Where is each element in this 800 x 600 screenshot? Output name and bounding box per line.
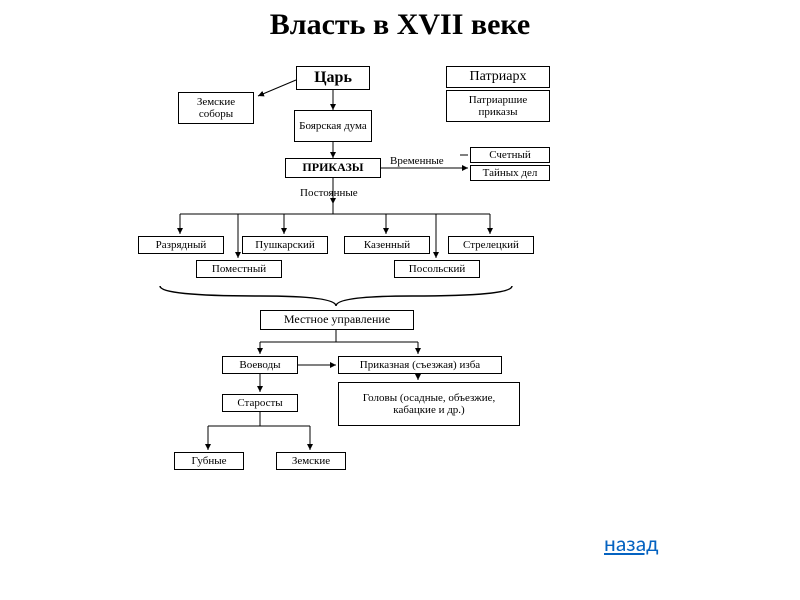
node-schetny: Счетный [470,147,550,163]
node-kazenny: Казенный [344,236,430,254]
node-starosty: Старосты [222,394,298,412]
node-prikaznaya-izba: Приказная (съезжая) изба [338,356,502,374]
node-boyarskaya-duma: Боярская дума [294,110,372,142]
node-prikazy: ПРИКАЗЫ [285,158,381,178]
label-vremennye: Временные [390,156,444,167]
node-pomestny: Поместный [196,260,282,278]
connectors [0,0,800,600]
node-tsar: Царь [296,66,370,90]
node-golovy: Головы (осадные, объезжие, кабацкие и др… [338,382,520,426]
node-patriarshie-prikazy: Патриаршие приказы [446,90,550,122]
node-gubnye: Губные [174,452,244,470]
node-voevody: Воеводы [222,356,298,374]
node-pushkarsky: Пушкарский [242,236,328,254]
page-title: Власть в XVII веке [0,8,800,42]
back-link[interactable]: назад [604,530,658,557]
node-razryadny: Разрядный [138,236,224,254]
node-zemskie-sobory: Земские соборы [178,92,254,124]
node-patriarch: Патриарх [446,66,550,88]
node-tainykh-del: Тайных дел [470,165,550,181]
label-postoyannye: Постоянные [300,188,358,199]
node-streletsky: Стрелецкий [448,236,534,254]
node-posolsky: Посольский [394,260,480,278]
node-zemskie: Земские [276,452,346,470]
node-mestnoe-upravlenie: Местное управление [260,310,414,330]
